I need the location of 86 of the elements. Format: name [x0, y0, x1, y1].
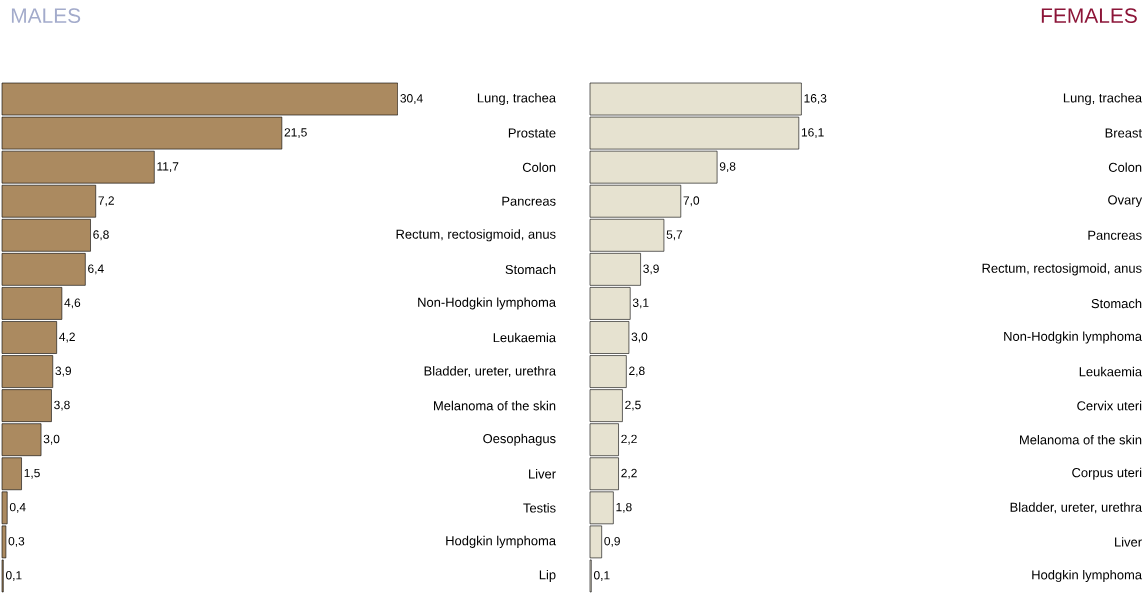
bar	[589, 218, 665, 252]
y-tick-label: Hodgkin lymphoma	[1032, 569, 1143, 582]
y-tick-label: Stomach	[505, 264, 556, 275]
y-tick-label: Prostate	[508, 128, 556, 138]
data-label: 16,1	[801, 128, 824, 139]
data-label: 4,6	[64, 298, 81, 309]
bar	[1, 423, 42, 456]
y-tick-label: Liver	[529, 469, 556, 479]
y-tick-label: Liver	[1115, 537, 1142, 547]
bar	[2, 83, 398, 116]
data-label: 6,4	[88, 264, 104, 275]
y-tick-label: Hodgkin lymphoma	[446, 535, 557, 548]
bar	[589, 116, 800, 150]
y-tick-label: Corpus uteri	[1072, 467, 1142, 480]
data-label: 3,0	[43, 434, 60, 445]
y-tick-label: Melanoma of the skin	[434, 400, 556, 411]
bar	[589, 457, 619, 491]
data-label: 1,8	[616, 502, 632, 513]
bar	[1, 389, 52, 422]
bar	[589, 184, 682, 218]
y-tick-label: Rectum, rectosigmoid, anus	[982, 263, 1142, 276]
data-label: 3,9	[55, 366, 72, 377]
data-label: 2,2	[621, 434, 637, 445]
data-label: 0,4	[9, 502, 26, 513]
data-label: 6,8	[93, 230, 109, 241]
bar	[589, 423, 619, 456]
y-tick-label: Leukaemia	[493, 332, 557, 343]
data-label: 9,8	[719, 162, 736, 173]
data-label: 5,7	[666, 230, 683, 241]
bar	[589, 253, 641, 286]
y-tick-label: Non-Hodgkin lymphoma	[418, 297, 557, 310]
data-label: 2,2	[621, 468, 637, 479]
data-label: 3,1	[632, 298, 649, 309]
data-label: 3,0	[631, 332, 648, 343]
bar	[1, 321, 57, 354]
data-label: 4,2	[59, 332, 75, 343]
y-tick-label: Non-Hodgkin lymphoma	[1004, 331, 1143, 344]
data-label: 0,1	[5, 571, 22, 581]
y-tick-label: Lung, trachea	[477, 92, 557, 106]
y-tick-label: Rectum, rectosigmoid, anus	[396, 229, 556, 242]
y-tick-label: Bladder, ureter, urethra	[424, 366, 557, 378]
y-tick-label: Colon	[522, 162, 556, 172]
data-label: 21,5	[284, 128, 307, 139]
y-tick-label: Oesophagus	[483, 433, 556, 446]
bar	[1, 253, 86, 286]
bar	[590, 83, 802, 116]
data-label: 7,0	[683, 196, 700, 207]
data-label: 7,2	[98, 196, 114, 207]
data-label: 16,3	[804, 94, 827, 104]
bar	[589, 150, 718, 184]
y-tick-label: Colon	[1108, 162, 1142, 172]
bar	[1, 116, 283, 150]
y-tick-label: Ovary	[1108, 195, 1143, 208]
y-tick-label: Stomach	[1091, 298, 1142, 309]
y-tick-label: Melanoma of the skin	[1020, 434, 1142, 445]
data-label: 1,5	[24, 468, 40, 479]
bar	[589, 389, 623, 422]
bar	[1, 150, 155, 184]
bar	[1, 218, 91, 252]
y-tick-label: Testis	[523, 503, 556, 513]
y-tick-label: Breast	[1105, 128, 1142, 138]
bar	[1, 287, 63, 320]
y-tick-label: Lung, trachea	[1063, 92, 1143, 106]
y-tick-label: Leukaemia	[1079, 366, 1143, 377]
data-label: 30,4	[400, 94, 423, 104]
data-label: 3,9	[643, 264, 659, 275]
data-label: 11,7	[157, 162, 179, 173]
y-tick-label: Pancreas	[502, 196, 556, 206]
bar	[589, 287, 631, 320]
bar	[589, 491, 614, 525]
bar	[589, 355, 627, 388]
data-label: 3,8	[54, 400, 70, 411]
data-label: 2,8	[629, 366, 645, 377]
chart-title: MALES	[11, 8, 81, 23]
y-tick-label: Pancreas	[1088, 230, 1142, 240]
data-label: 0,1	[593, 571, 610, 581]
y-tick-label: Cervix uteri	[1077, 400, 1142, 411]
bar	[1, 355, 54, 388]
data-label: 0,3	[8, 536, 25, 547]
y-tick-label: Bladder, ureter, urethra	[1010, 502, 1143, 514]
data-label: 2,5	[625, 400, 641, 411]
y-tick-label: Lip	[539, 569, 556, 582]
text: FEMALES	[1041, 8, 1137, 23]
bar	[1, 184, 97, 218]
data-label: 0,9	[604, 536, 620, 547]
bar	[589, 321, 630, 354]
